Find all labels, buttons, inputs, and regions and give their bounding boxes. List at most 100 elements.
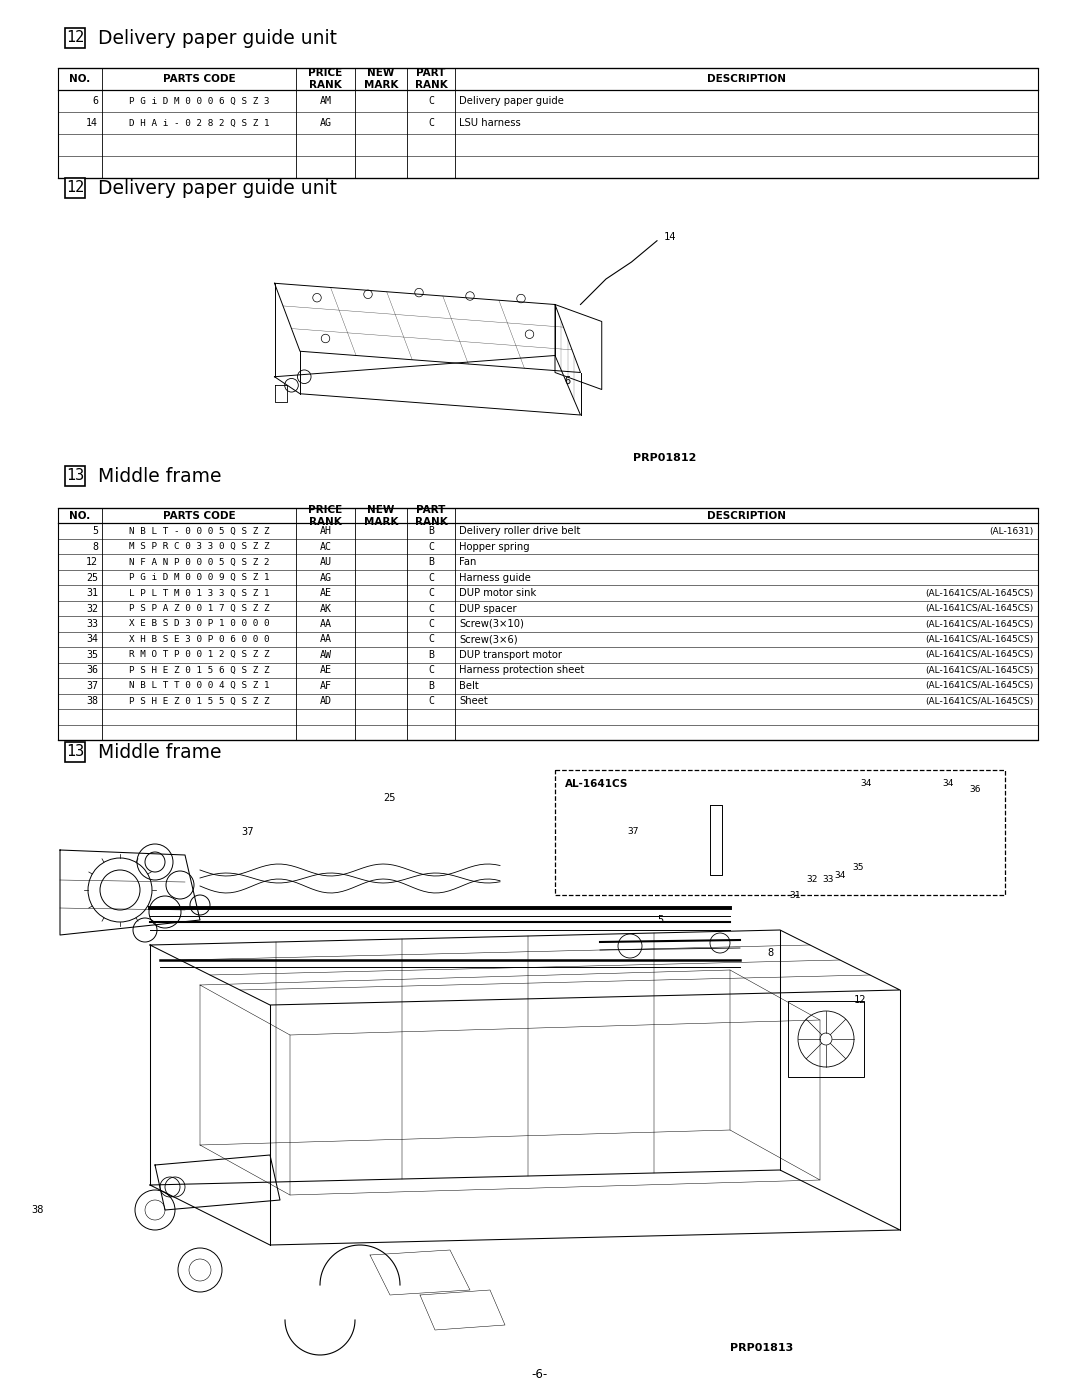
Text: 12: 12 (66, 180, 84, 196)
Text: 14: 14 (86, 117, 98, 129)
Text: (AL-1641CS/AL-1645CS): (AL-1641CS/AL-1645CS) (926, 697, 1034, 705)
Text: AH: AH (320, 527, 332, 536)
Bar (65, 467, 85, 486)
Text: NO.: NO. (69, 511, 91, 521)
Text: -6-: -6- (531, 1369, 549, 1382)
Text: C: C (428, 604, 434, 613)
Text: 13: 13 (66, 745, 84, 760)
Text: C: C (428, 634, 434, 644)
Text: 31: 31 (789, 890, 800, 900)
Text: (AL-1641CS/AL-1645CS): (AL-1641CS/AL-1645CS) (926, 666, 1034, 675)
Text: X E B S D 3 0 P 1 0 0 0 0: X E B S D 3 0 P 1 0 0 0 0 (129, 619, 269, 629)
Text: Screw(3×10): Screw(3×10) (459, 619, 524, 629)
Text: M S P R C 0 3 3 0 Q S Z Z: M S P R C 0 3 3 0 Q S Z Z (129, 542, 269, 552)
Text: P S H E Z 0 1 5 6 Q S Z Z: P S H E Z 0 1 5 6 Q S Z Z (129, 666, 269, 675)
Text: (AL-1631): (AL-1631) (989, 527, 1034, 535)
Text: AA: AA (320, 619, 332, 629)
Text: 8: 8 (92, 542, 98, 552)
Text: 33: 33 (822, 876, 834, 884)
Text: 34: 34 (942, 778, 954, 788)
Text: C: C (428, 96, 434, 106)
Text: D H A i - 0 2 8 2 Q S Z 1: D H A i - 0 2 8 2 Q S Z 1 (129, 119, 269, 127)
Text: C: C (428, 117, 434, 129)
Text: 37: 37 (242, 827, 254, 837)
Text: Middle frame: Middle frame (98, 467, 221, 486)
Text: 35: 35 (86, 650, 98, 659)
Bar (723, 812, 778, 868)
Text: C: C (428, 573, 434, 583)
Text: R M O T P 0 0 1 2 Q S Z Z: R M O T P 0 0 1 2 Q S Z Z (129, 651, 269, 659)
Text: C: C (428, 696, 434, 707)
Text: AE: AE (320, 665, 332, 675)
Text: 12: 12 (66, 31, 84, 46)
Text: B: B (428, 650, 434, 659)
Text: 34: 34 (86, 634, 98, 644)
Text: (AL-1641CS/AL-1645CS): (AL-1641CS/AL-1645CS) (926, 636, 1034, 644)
Text: C: C (428, 619, 434, 629)
Text: DUP transport motor: DUP transport motor (459, 650, 562, 659)
Text: P G i D M 0 0 0 9 Q S Z 1: P G i D M 0 0 0 9 Q S Z 1 (129, 573, 269, 583)
Text: C: C (428, 542, 434, 552)
Text: Fan: Fan (459, 557, 476, 567)
Bar (65, 28, 85, 47)
Text: PRP01812: PRP01812 (633, 453, 697, 462)
Text: AC: AC (320, 542, 332, 552)
Text: AD: AD (320, 696, 332, 707)
Text: 13: 13 (66, 468, 84, 483)
Text: NEW
MARK: NEW MARK (364, 504, 399, 527)
Text: AF: AF (320, 680, 332, 692)
Text: 6: 6 (565, 376, 571, 386)
Text: B: B (428, 557, 434, 567)
Text: (AL-1641CS/AL-1645CS): (AL-1641CS/AL-1645CS) (926, 619, 1034, 629)
Text: Belt: Belt (459, 680, 478, 692)
Text: DUP motor sink: DUP motor sink (459, 588, 537, 598)
Text: PRICE
RANK: PRICE RANK (309, 68, 342, 89)
Text: B: B (428, 527, 434, 536)
Text: 37: 37 (627, 827, 638, 837)
Text: C: C (428, 665, 434, 675)
Text: AK: AK (320, 604, 332, 613)
Text: DUP spacer: DUP spacer (459, 604, 516, 613)
Text: B: B (428, 680, 434, 692)
Text: DESCRIPTION: DESCRIPTION (707, 74, 786, 84)
Text: 38: 38 (31, 1206, 44, 1215)
Text: 35: 35 (852, 862, 864, 872)
Text: Delivery roller drive belt: Delivery roller drive belt (459, 527, 580, 536)
Text: 34: 34 (834, 870, 846, 880)
Bar (58, 509, 1038, 740)
Text: AA: AA (320, 634, 332, 644)
Text: PRICE
RANK: PRICE RANK (309, 504, 342, 527)
Text: AG: AG (320, 117, 332, 129)
Text: 32: 32 (807, 876, 818, 884)
Text: AL-1641CS: AL-1641CS (565, 780, 629, 789)
Text: 31: 31 (86, 588, 98, 598)
Text: Delivery paper guide: Delivery paper guide (459, 96, 564, 106)
Text: 25: 25 (383, 793, 396, 803)
Text: (AL-1641CS/AL-1645CS): (AL-1641CS/AL-1645CS) (926, 588, 1034, 598)
Text: NEW
MARK: NEW MARK (364, 68, 399, 89)
Bar (788, 1002, 864, 1077)
Text: PART
RANK: PART RANK (415, 68, 447, 89)
Text: Harness protection sheet: Harness protection sheet (459, 665, 584, 675)
Text: 12: 12 (854, 995, 866, 1004)
Text: 5: 5 (92, 527, 98, 536)
Bar (65, 177, 85, 198)
Text: AW: AW (320, 650, 332, 659)
Text: N B L T T 0 0 0 4 Q S Z 1: N B L T T 0 0 0 4 Q S Z 1 (129, 682, 269, 690)
Text: AE: AE (320, 588, 332, 598)
Text: Harness guide: Harness guide (459, 573, 531, 583)
Text: AG: AG (320, 573, 332, 583)
Text: 32: 32 (86, 604, 98, 613)
Text: 33: 33 (86, 619, 98, 629)
Text: (AL-1641CS/AL-1645CS): (AL-1641CS/AL-1645CS) (926, 682, 1034, 690)
Text: P S P A Z 0 0 1 7 Q S Z Z: P S P A Z 0 0 1 7 Q S Z Z (129, 604, 269, 613)
Text: PART
RANK: PART RANK (415, 504, 447, 527)
Text: Delivery paper guide unit: Delivery paper guide unit (98, 179, 337, 197)
Bar (555, 770, 1005, 895)
Text: 36: 36 (86, 665, 98, 675)
Text: 38: 38 (86, 696, 98, 707)
Text: 34: 34 (861, 778, 872, 788)
Text: DESCRIPTION: DESCRIPTION (707, 511, 786, 521)
Text: N F A N P 0 0 0 5 Q S Z 2: N F A N P 0 0 0 5 Q S Z 2 (129, 557, 269, 567)
Text: Middle frame: Middle frame (98, 742, 221, 761)
